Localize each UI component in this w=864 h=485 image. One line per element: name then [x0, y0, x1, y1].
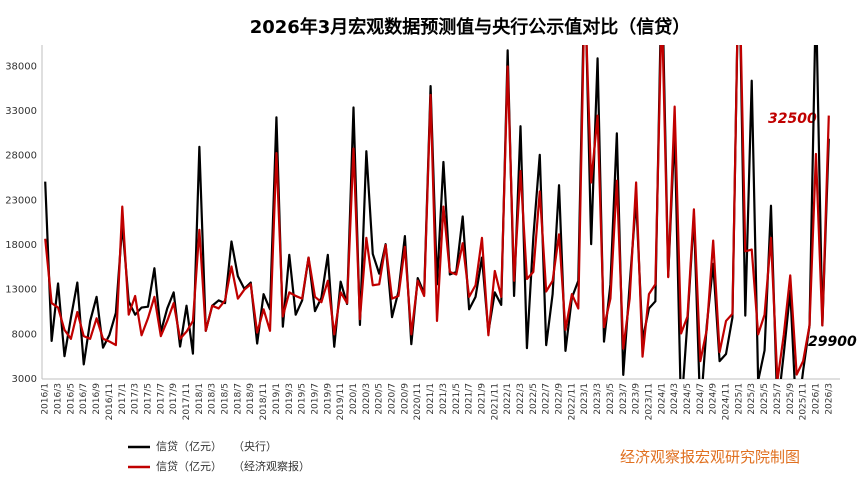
y-tick-label: 38000	[5, 61, 37, 72]
x-tick-label: 2018/9	[246, 383, 256, 415]
x-tick-label: 2021/11	[490, 383, 500, 420]
x-tick-label: 2025/11	[799, 383, 809, 420]
x-tick-label: 2017/11	[182, 383, 192, 420]
x-tick-label: 2022/7	[542, 383, 552, 415]
y-tick-label: 13000	[5, 285, 37, 296]
x-tick-label: 2017/5	[143, 383, 153, 415]
x-tick-label: 2020/11	[413, 383, 423, 420]
x-tick-label: 2024/3	[670, 383, 680, 415]
x-tick-label: 2022/9	[555, 383, 565, 415]
x-tick-label: 2021/9	[477, 383, 487, 415]
x-tick-label: 2018/1	[195, 383, 205, 415]
x-tick-label: 2023/3	[593, 383, 603, 415]
y-tick-label: 23000	[5, 195, 37, 206]
x-tick-label: 2021/5	[452, 383, 462, 415]
x-tick-label: 2024/1	[657, 383, 667, 415]
x-tick-label: 2023/1	[580, 383, 590, 415]
legend-label: 信贷（亿元） （经济观察报）	[156, 459, 310, 473]
x-tick-label: 2018/5	[221, 383, 231, 415]
x-tick-label: 2020/9	[400, 383, 410, 415]
x-tick-label: 2022/1	[503, 383, 513, 415]
x-tick-label: 2025/1	[734, 383, 744, 415]
annotation: 29900	[808, 334, 857, 350]
x-tick-label: 2025/5	[760, 383, 770, 415]
x-tick-label: 2023/7	[619, 383, 629, 415]
x-tick-label: 2016/5	[66, 383, 76, 415]
y-tick-label: 3000	[12, 374, 37, 385]
x-tick-label: 2019/5	[298, 383, 308, 415]
x-tick-label: 2024/9	[709, 383, 719, 415]
x-tick-label: 2019/3	[285, 383, 295, 415]
x-tick-label: 2022/11	[567, 383, 577, 420]
x-tick-label: 2024/7	[696, 383, 706, 415]
x-tick-label: 2026/1	[811, 383, 821, 415]
x-tick-label: 2025/9	[786, 383, 796, 415]
x-tick-label: 2025/3	[747, 383, 757, 415]
x-tick-label: 2021/3	[439, 383, 449, 415]
source: 经济观察报宏观研究院制图	[620, 448, 800, 466]
x-tick-label: 2020/5	[375, 383, 385, 415]
x-tick-label: 2019/11	[336, 383, 346, 420]
x-tick-label: 2016/9	[92, 383, 102, 415]
legend-label: 信贷（亿元） （央行）	[156, 439, 277, 453]
x-tick-label: 2019/9	[323, 383, 333, 415]
x-tick-label: 2016/1	[41, 383, 51, 415]
x-tick-label: 2023/9	[632, 383, 642, 415]
x-tick-label: 2018/7	[233, 383, 243, 415]
annotation: 32500	[768, 111, 817, 127]
x-tick-label: 2017/9	[169, 383, 179, 415]
x-tick-label: 2023/11	[644, 383, 654, 420]
series-line	[44, 45, 830, 379]
chart-title: 2026年3月宏观数据预测值与央行公示值对比（信贷）	[250, 16, 691, 38]
y-tick-label: 18000	[5, 240, 37, 251]
x-tick-label: 2019/7	[310, 383, 320, 415]
x-tick-label: 2018/3	[208, 383, 218, 415]
x-tick-label: 2021/1	[426, 383, 436, 415]
x-tick-label: 2016/7	[79, 383, 89, 415]
x-tick-label: 2018/11	[259, 383, 269, 420]
y-tick-label: 28000	[5, 151, 37, 162]
x-tick-label: 2016/3	[54, 383, 64, 415]
x-tick-label: 2017/7	[156, 383, 166, 415]
y-tick-label: 8000	[12, 329, 37, 340]
x-tick-label: 2024/11	[722, 383, 732, 420]
x-tick-label: 2025/7	[773, 383, 783, 415]
x-tick-label: 2023/5	[606, 383, 616, 415]
y-tick-label: 33000	[5, 106, 37, 117]
x-tick-label: 2016/11	[105, 383, 115, 420]
x-tick-label: 2020/7	[388, 383, 398, 415]
x-tick-label: 2022/5	[529, 383, 539, 415]
x-tick-label: 2026/3	[824, 383, 834, 415]
x-tick-label: 2020/3	[362, 383, 372, 415]
x-tick-label: 2019/1	[272, 383, 282, 415]
x-tick-label: 2017/1	[118, 383, 128, 415]
x-tick-label: 2022/3	[516, 383, 526, 415]
plot-area	[44, 45, 830, 379]
x-tick-label: 2020/1	[349, 383, 359, 415]
x-tick-label: 2021/7	[465, 383, 475, 415]
x-tick-label: 2024/5	[683, 383, 693, 415]
x-tick-label: 2017/3	[131, 383, 141, 415]
